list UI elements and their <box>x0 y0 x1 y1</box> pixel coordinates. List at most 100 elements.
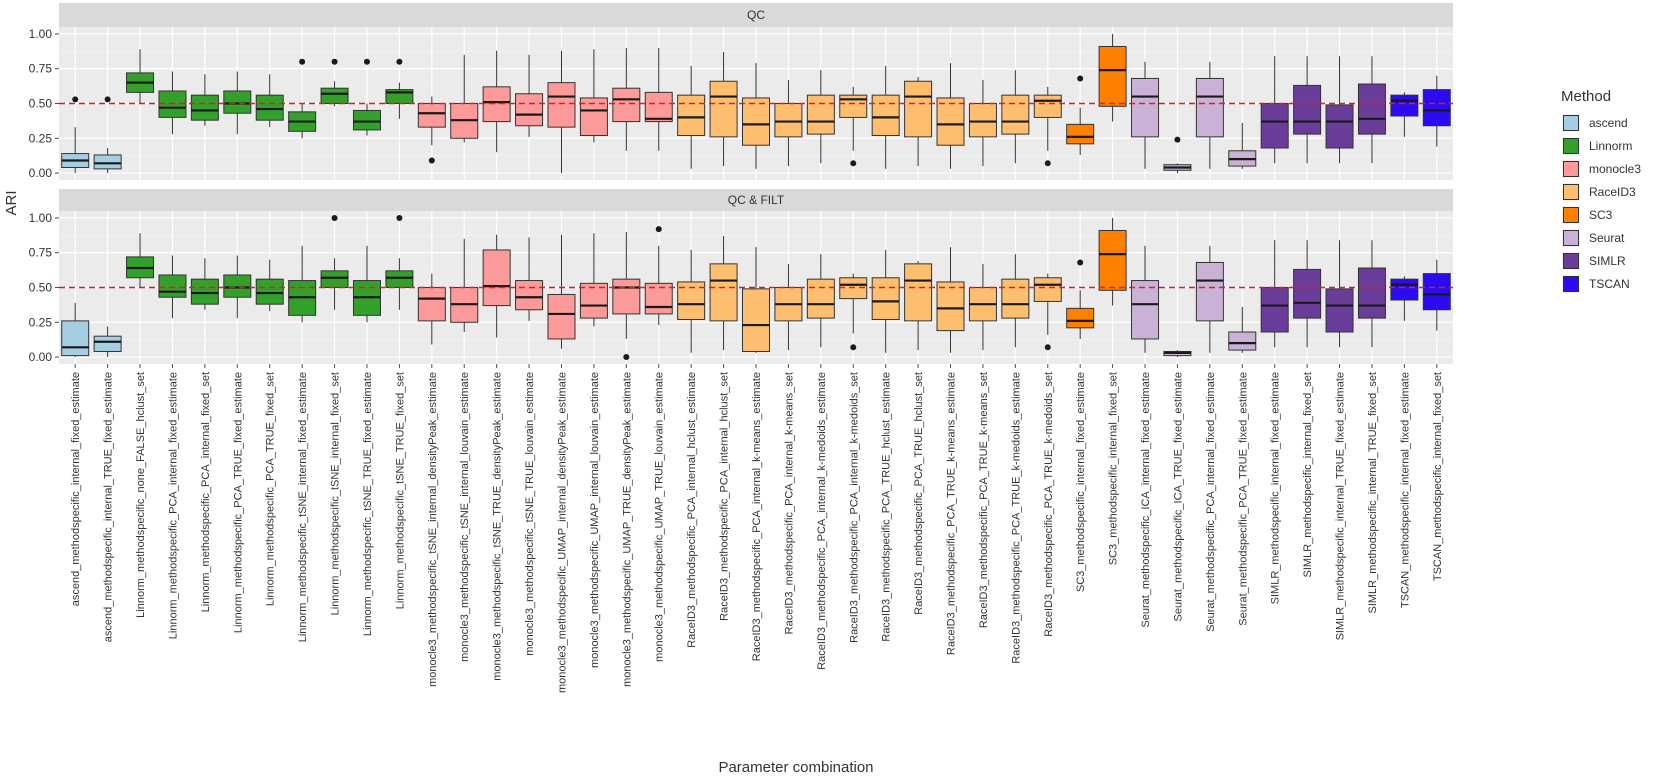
box <box>1195 245 1224 353</box>
box-body <box>1422 273 1451 311</box>
outlier-point <box>428 157 435 164</box>
box-body <box>547 82 576 128</box>
box-body <box>223 274 252 298</box>
x-tick-label: RaceID3_methodspecific_PCA_internal_k-me… <box>783 372 795 634</box>
box <box>385 214 414 310</box>
x-tick-label: Linnorm_methodspecific_PCA_TRUE_fixed_se… <box>265 372 277 606</box>
box <box>579 233 608 327</box>
box <box>1066 259 1095 339</box>
outlier-point <box>396 214 403 221</box>
x-tick-label: RaceID3_methodspecific_PCA_TRUE_k-means_… <box>946 372 958 655</box>
box-body <box>1131 280 1160 340</box>
x-tick-label: RaceID3_methodspecific_PCA_internal_k-me… <box>751 372 763 661</box>
box <box>1357 56 1386 164</box>
box <box>547 234 576 349</box>
box <box>936 247 965 353</box>
box <box>223 71 252 135</box>
box <box>223 255 252 319</box>
box <box>255 259 284 312</box>
legend-item: SC3 <box>1562 206 1613 224</box>
x-tick-label: SIMLR_methodspecific_internal_TRUE_fixed… <box>1335 372 1347 640</box>
box <box>450 238 479 333</box>
box-body <box>1195 261 1224 322</box>
box-body <box>1357 267 1386 319</box>
box-body <box>806 278 835 319</box>
box-body <box>774 103 803 138</box>
box-body <box>1033 277 1062 302</box>
y-tick-label: 0.50 <box>29 281 53 295</box>
box-body <box>1293 268 1322 319</box>
box <box>352 245 381 323</box>
box <box>450 54 479 143</box>
x-tick-label: TSCAN_methodspecific_internal_fixed_set <box>1432 372 1444 581</box>
legend-label: RaceID3 <box>1589 185 1636 199</box>
box-body <box>579 282 608 319</box>
box <box>1325 56 1354 164</box>
box <box>742 63 770 169</box>
x-tick-label: RaceID3_methodspecific_PCA_internal_k-me… <box>848 372 860 643</box>
y-tick-label: 0.00 <box>29 350 53 364</box>
box <box>871 65 900 169</box>
box <box>1260 56 1289 164</box>
box-body <box>871 277 900 320</box>
outlier-point <box>331 58 338 65</box>
legend-label: SIMLR <box>1589 254 1626 268</box>
legend-item: TSCAN <box>1562 275 1630 293</box>
y-tick-label: 0.75 <box>29 62 53 76</box>
box <box>1098 33 1127 122</box>
box-body <box>709 263 738 322</box>
box-body <box>320 87 349 104</box>
box <box>1325 240 1354 348</box>
legend-item: Seurat <box>1562 229 1625 247</box>
box-body <box>742 97 770 146</box>
outlier-point <box>396 58 403 65</box>
box <box>774 263 803 351</box>
box-body <box>904 80 933 138</box>
box <box>709 52 738 167</box>
box <box>742 247 770 353</box>
box <box>320 58 349 107</box>
box-body <box>839 94 868 118</box>
x-tick-label: Linnorm_methodspecific_tSNE_internal_fix… <box>297 372 309 642</box>
legend: Method ascend Linnorm monocle3 RaceID3 SC3 Se… <box>1561 88 1641 293</box>
box <box>1066 75 1095 155</box>
box <box>774 79 803 167</box>
box-body <box>158 274 187 298</box>
box-body <box>482 86 511 123</box>
y-tick-label: 0.25 <box>29 131 53 145</box>
legend-label: SC3 <box>1589 208 1613 222</box>
box <box>806 70 835 164</box>
outlier-point <box>655 226 662 233</box>
box <box>190 74 219 126</box>
x-tick-label: TSCAN_methodspecific_internal_fixed_esti… <box>1399 372 1411 608</box>
box <box>93 326 122 358</box>
x-tick-label: ascend_methodspecific_internal_TRUE_fixe… <box>103 372 115 642</box>
box <box>839 86 868 167</box>
legend-item: SIMLR <box>1562 252 1626 270</box>
box-body <box>61 320 90 357</box>
outlier-point <box>72 96 79 103</box>
box-body <box>806 94 835 135</box>
box <box>352 58 381 136</box>
box-body <box>968 103 997 138</box>
x-tick-label: RaceID3_methodspecific_PCA_TRUE_k-medoid… <box>1010 372 1022 664</box>
legend-swatch <box>1563 138 1579 154</box>
panel-strip <box>59 3 1453 27</box>
box <box>644 47 673 151</box>
box <box>1163 136 1192 174</box>
box-body <box>612 278 641 315</box>
x-tick-label: monocle3_methodspecific_tSNE_TRUE_densit… <box>492 372 504 681</box>
x-tick-label: monocle3_methodspecific_tSNE_TRUE_louvai… <box>524 372 536 656</box>
box-body <box>1390 278 1419 301</box>
box-body <box>190 278 219 305</box>
box <box>1228 306 1257 353</box>
x-tick-label: Linnorm_methodspecific_PCA_internal_fixe… <box>167 372 179 639</box>
y-tick-label: 0.50 <box>29 97 53 111</box>
y-tick-label: 1.00 <box>29 211 53 225</box>
box <box>288 58 317 139</box>
box-body <box>1260 103 1289 149</box>
box-body <box>93 335 122 352</box>
box <box>1195 61 1224 169</box>
x-tick-label: monocle3_methodspecific_UMAP_TRUE_densit… <box>621 372 633 687</box>
x-tick-label: monocle3_methodspecific_UMAP_internal_lo… <box>589 372 601 668</box>
